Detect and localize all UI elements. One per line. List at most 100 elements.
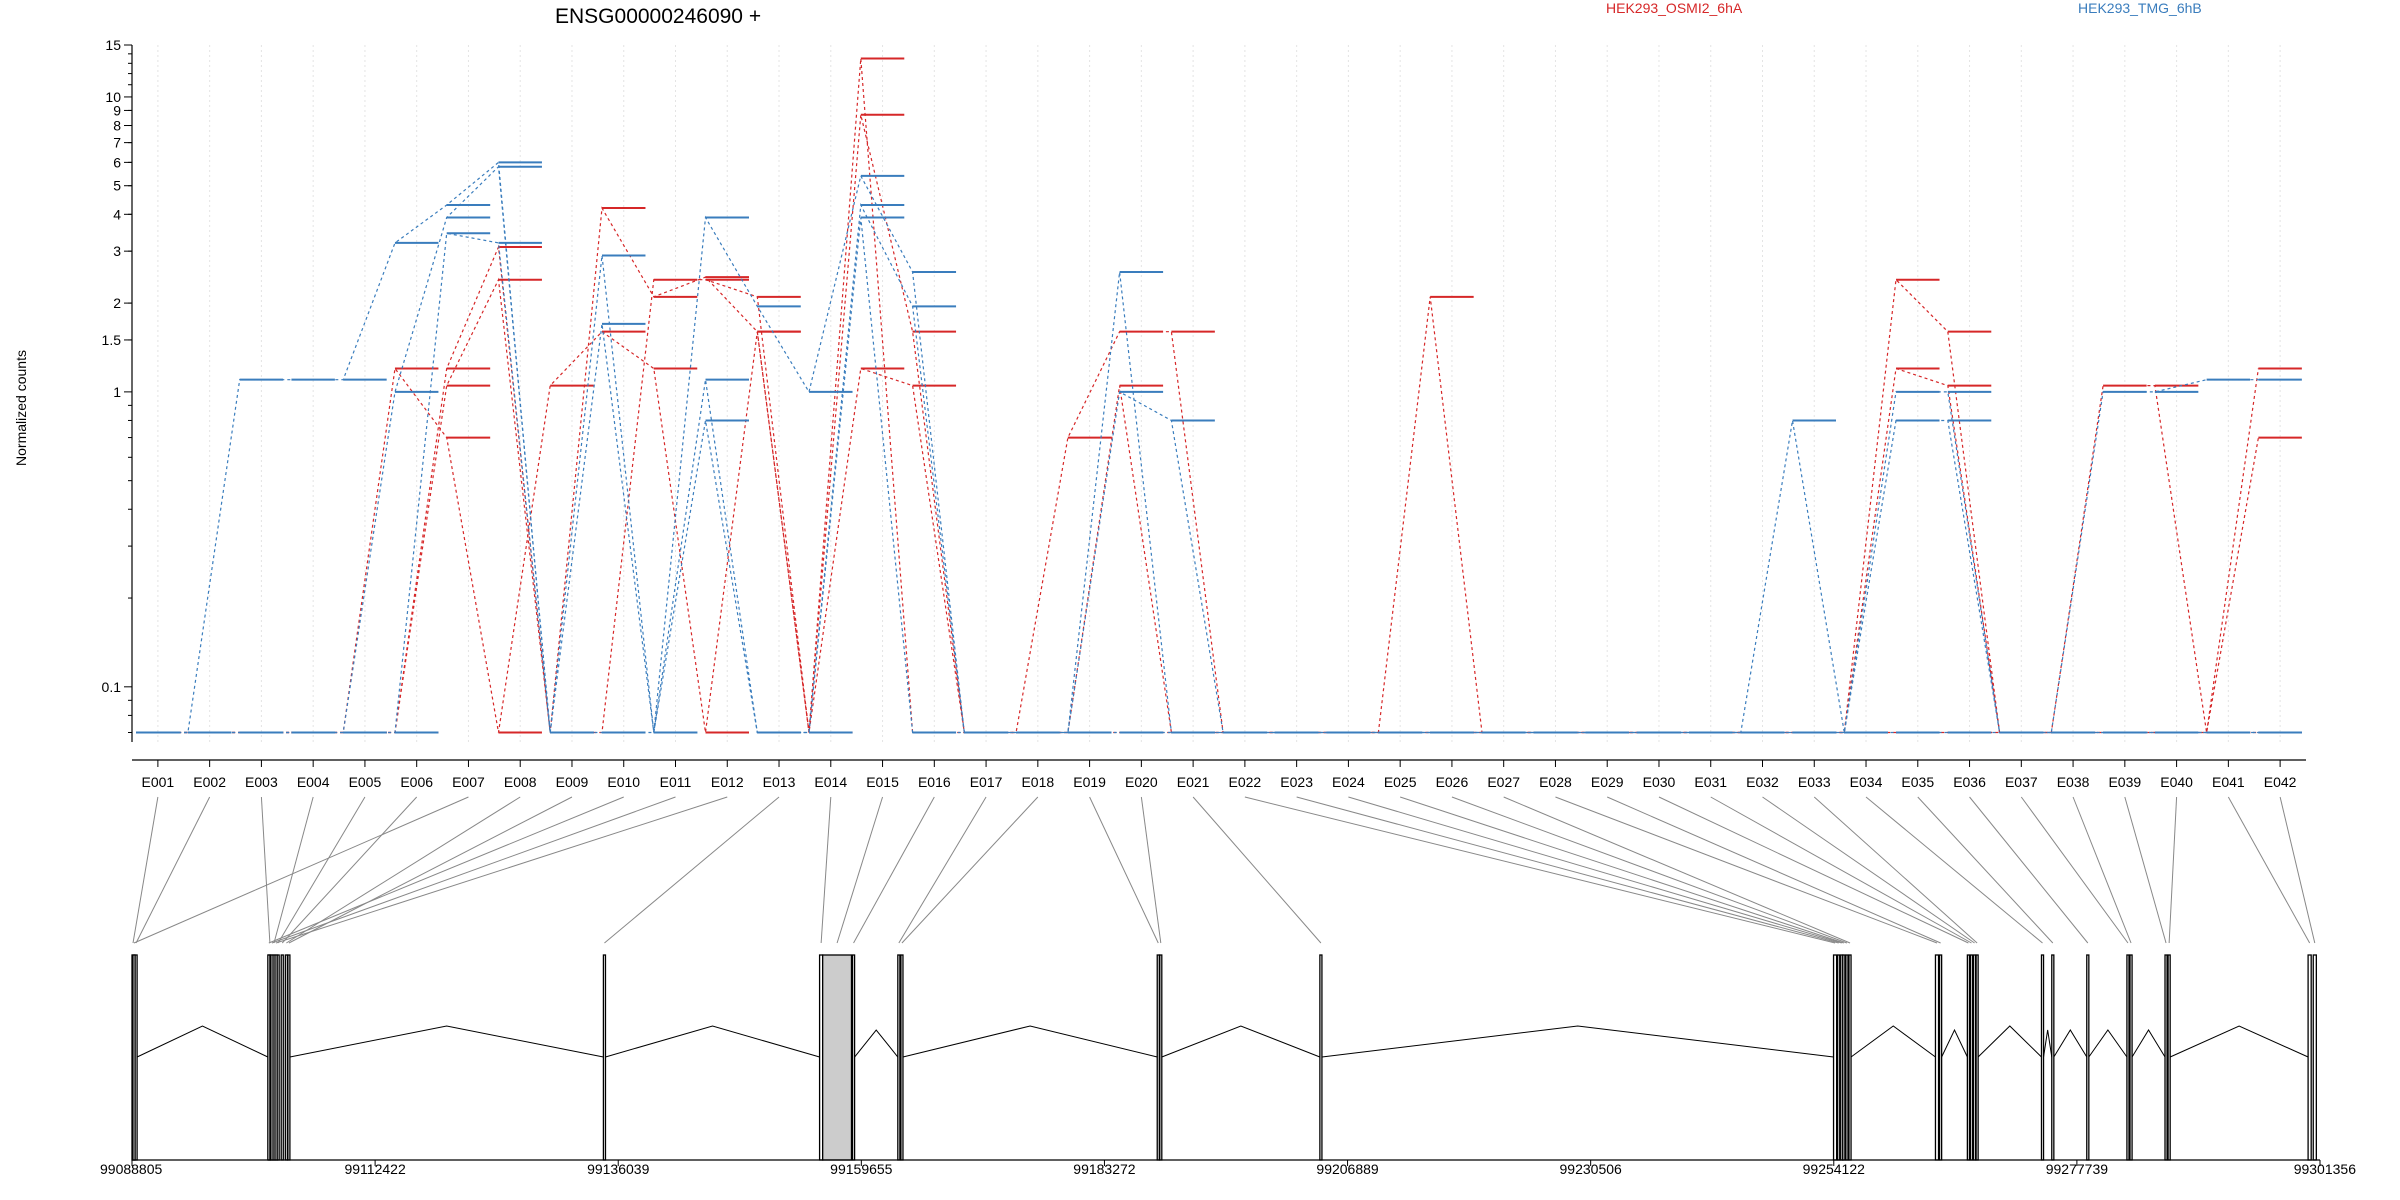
exon-connector <box>1969 796 2089 944</box>
exon-label: E033 <box>1798 774 1831 790</box>
exon-label: E028 <box>1539 774 1572 790</box>
intron <box>605 1025 820 1058</box>
exon-block <box>2167 954 2171 1161</box>
exon-block <box>897 954 901 1161</box>
exon-connector <box>1089 796 1159 944</box>
legend-entry-osmi2: HEK293_OSMI2_6hA <box>1606 0 1743 16</box>
series-line <box>136 57 2302 734</box>
genome-tick-label: 99206889 <box>1316 1161 1379 1177</box>
intron <box>1977 1025 2042 1058</box>
y-tick-label: 2 <box>113 295 121 311</box>
exon-label: E024 <box>1332 774 1365 790</box>
exon-label: E036 <box>1953 774 1986 790</box>
y-tick-label: 5 <box>113 178 121 194</box>
exon-block <box>822 954 853 1161</box>
exon-block <box>2164 954 2168 1161</box>
exon-label: E013 <box>763 774 796 790</box>
series-connector <box>136 58 2259 734</box>
exon-label: E002 <box>193 774 226 790</box>
y-tick-label: 6 <box>113 154 121 170</box>
exon-connector <box>1762 796 1975 944</box>
exon-block <box>1966 954 1971 1161</box>
exon-connector <box>820 796 832 944</box>
exon-label: E020 <box>1125 774 1158 790</box>
exon-block <box>602 954 607 1161</box>
exon-block <box>270 954 274 1161</box>
intron <box>854 1029 899 1058</box>
exon-block <box>2086 954 2090 1161</box>
series-line <box>136 216 2302 734</box>
exon-block <box>2051 954 2055 1161</box>
chart-title: ENSG00000246090 + <box>555 5 761 28</box>
exon-block <box>1837 954 1841 1161</box>
exon-block <box>280 954 284 1161</box>
genome-tick-label: 99136039 <box>587 1161 650 1177</box>
exon-connector <box>281 796 418 944</box>
exon-connector <box>1244 796 1836 944</box>
y-tick-label: 1.5 <box>102 332 122 348</box>
intron <box>2088 1029 2128 1058</box>
series-line <box>136 113 2302 734</box>
genome-tick-label: 99277739 <box>2046 1161 2109 1177</box>
exon-axis: E001 E002 E003 E004 E005 E006 E007 E008 E009 E010… <box>132 759 2306 790</box>
intron <box>2169 1025 2309 1058</box>
exon-label: E038 <box>2057 774 2090 790</box>
exon-label: E016 <box>918 774 951 790</box>
exon-connector <box>1400 796 1844 944</box>
intron <box>1850 1025 1936 1058</box>
exon-connector <box>2020 796 2129 944</box>
exon-connector <box>133 796 469 944</box>
genome-tick-label: 99254122 <box>1803 1161 1866 1177</box>
exon-label: E040 <box>2160 774 2193 790</box>
intron <box>1941 1028 1968 1058</box>
exon-block <box>2129 954 2133 1161</box>
exon-block <box>1969 954 1974 1161</box>
genome-tick-label: 99301356 <box>2294 1161 2357 1177</box>
exon-label: E004 <box>297 774 330 790</box>
series-connector <box>136 114 2259 734</box>
exon-block <box>2312 954 2317 1161</box>
exon-connector <box>132 796 159 944</box>
exon-label: E030 <box>1643 774 1676 790</box>
exon-block <box>900 954 904 1161</box>
exon-label: E009 <box>556 774 589 790</box>
exon-connector <box>2072 796 2132 944</box>
genome-tick-label: 99088805 <box>100 1161 163 1177</box>
exon-label: E031 <box>1694 774 1727 790</box>
exon-label: E035 <box>1901 774 1934 790</box>
series-line <box>136 165 2302 734</box>
exon-block <box>287 954 291 1161</box>
exon-block <box>1832 954 1838 1161</box>
intron <box>289 1025 604 1058</box>
exon-label: E015 <box>866 774 899 790</box>
exon-connector <box>1348 796 1842 944</box>
exon-label: E010 <box>607 774 640 790</box>
legend-entry-tmg: HEK293_TMG_6hB <box>2078 0 2202 16</box>
genome-tick-label: 99112422 <box>344 1161 405 1177</box>
exon-label: E003 <box>245 774 278 790</box>
exon-connector <box>1451 796 1848 944</box>
exon-connector <box>1140 796 1162 944</box>
exon-connector <box>836 796 884 944</box>
exon-block <box>274 954 278 1161</box>
exon-label: E037 <box>2005 774 2038 790</box>
y-tick-label: 3 <box>113 243 121 259</box>
exon-block <box>132 954 136 1161</box>
genome-tick-label: 99230506 <box>1560 1161 1623 1177</box>
exon-connector <box>1865 796 2043 944</box>
intron <box>1161 1025 1321 1058</box>
y-tick-label: 7 <box>113 135 121 151</box>
exon-label: E023 <box>1280 774 1313 790</box>
exon-label: E019 <box>1073 774 1106 790</box>
exon-label: E041 <box>2212 774 2245 790</box>
exon-label: E027 <box>1487 774 1520 790</box>
intron <box>902 1025 1158 1058</box>
exon-connector <box>273 796 314 944</box>
exon-connector <box>1917 796 2054 944</box>
exon-block <box>284 954 289 1161</box>
exon-block <box>2307 954 2312 1161</box>
exon-block <box>1975 954 1979 1161</box>
exon-block <box>1156 954 1160 1161</box>
intron <box>2043 1029 2053 1058</box>
exon-connector <box>288 796 573 944</box>
